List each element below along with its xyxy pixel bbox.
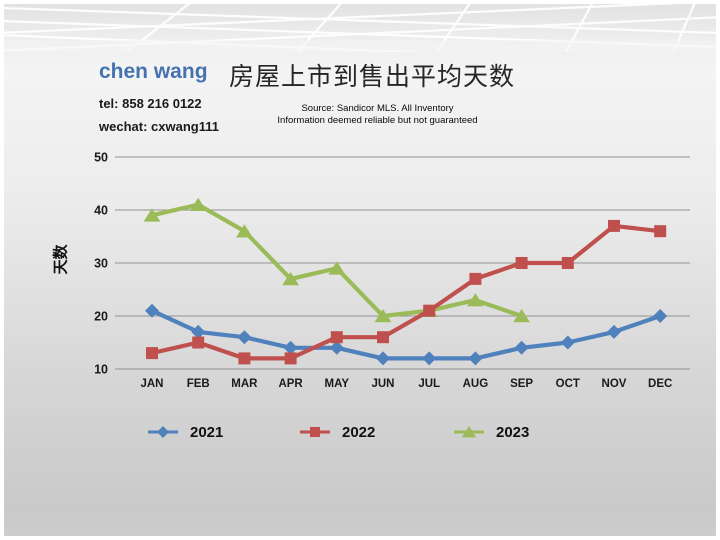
chart-title: 房屋上市到售出平均天数 (229, 63, 516, 91)
x-tick-label-nov: NOV (602, 378, 627, 390)
legend-label-2022: 2022 (342, 423, 376, 441)
data-point-2021-jan (145, 303, 159, 318)
agent-wechat: wechat: cxwang111 (99, 119, 219, 134)
agent-phone: tel: 858 216 0122 (99, 96, 202, 111)
x-tick-label-mar: MAR (231, 378, 258, 390)
data-point-2022-aug (469, 272, 482, 285)
x-tick-label-dec: DEC (648, 378, 672, 390)
x-tick-label-oct: OCT (556, 378, 580, 390)
data-point-2022-apr (284, 352, 297, 365)
data-point-2021-aug (468, 351, 483, 366)
legend-marker-diamond-icon (148, 426, 178, 438)
legend-glyph-2021 (157, 426, 169, 438)
series-line-2022 (149, 223, 663, 361)
x-tick-label-jun: JUN (371, 378, 394, 390)
data-point-2021-apr (283, 340, 298, 355)
y-tick-label-50: 50 (94, 151, 108, 165)
data-point-2023-feb (189, 197, 207, 211)
x-tick-label-apr: APR (278, 378, 303, 390)
data-point-2022-oct (561, 257, 574, 269)
data-point-2022-jun (377, 331, 389, 344)
x-tick-label-sep: SEP (510, 378, 533, 390)
y-tick-label-20: 20 (94, 310, 108, 324)
data-point-2022-nov (608, 219, 620, 232)
data-point-2023-sep (513, 309, 530, 323)
data-point-2023-jan (143, 208, 161, 222)
legend-marker-square-icon (300, 427, 330, 437)
legend-item-2021: 2021 (146, 418, 223, 446)
chart-legend: 2021 2022 2023 (0, 418, 720, 446)
series-line-2021 (149, 308, 663, 361)
source-note: Source: Sandicor MLS. All Inventory Info… (230, 103, 525, 127)
legend-label-2023: 2023 (496, 423, 530, 441)
data-point-2021-jun (376, 351, 390, 366)
data-point-2022-mar (238, 352, 251, 365)
data-point-2022-jan (146, 347, 158, 360)
data-point-2023-jun (374, 309, 392, 323)
x-tick-label-aug: AUG (463, 378, 489, 390)
legend-label-2021: 2021 (190, 423, 224, 441)
data-point-2022-dec (654, 225, 667, 238)
source-line-1: Source: Sandicor MLS. All Inventory (301, 103, 454, 114)
data-point-2022-may (330, 331, 343, 344)
data-point-2022-sep (515, 257, 528, 269)
series-line-2023 (149, 202, 524, 319)
y-tick-label-40: 40 (94, 204, 108, 218)
source-line-2: Information deemed reliable but not guar… (277, 115, 478, 126)
data-point-2021-nov (607, 324, 621, 339)
data-point-2021-mar (237, 330, 252, 345)
data-point-2021-sep (514, 340, 529, 355)
data-point-2021-jul (422, 351, 437, 366)
legend-marker-triangle-icon (454, 426, 484, 438)
x-tick-label-jan: JAN (140, 378, 163, 390)
legend-item-2023: 2023 (452, 418, 529, 446)
data-point-2022-feb (192, 336, 205, 349)
y-tick-label-10: 10 (94, 363, 108, 377)
x-tick-label-feb: FEB (187, 378, 210, 390)
data-point-2023-apr (282, 271, 299, 286)
data-point-2021-may (329, 340, 344, 355)
data-point-2023-aug (467, 293, 484, 307)
data-point-2023-may (328, 261, 346, 275)
data-point-2023-mar (236, 224, 253, 238)
y-tick-label-30: 30 (94, 257, 108, 271)
line-chart-plot: 10 20 30 40 50 JAN FEB MAR APR MAY JUN JUL AUG SEP OCT… (94, 151, 690, 390)
data-point-2022-jul (423, 304, 436, 317)
agent-name: chen wang (99, 60, 208, 83)
legend-glyph-2022 (310, 427, 320, 437)
data-point-2021-feb (191, 324, 206, 339)
legend-glyph-2023 (461, 426, 477, 438)
x-tick-label-jul: JUL (418, 378, 440, 390)
x-tick-label-may: MAY (325, 378, 350, 390)
legend-item-2022: 2022 (298, 418, 375, 446)
top-decoration-grid (4, 4, 716, 52)
data-point-2021-dec (653, 309, 668, 323)
data-point-2021-oct (560, 335, 575, 350)
